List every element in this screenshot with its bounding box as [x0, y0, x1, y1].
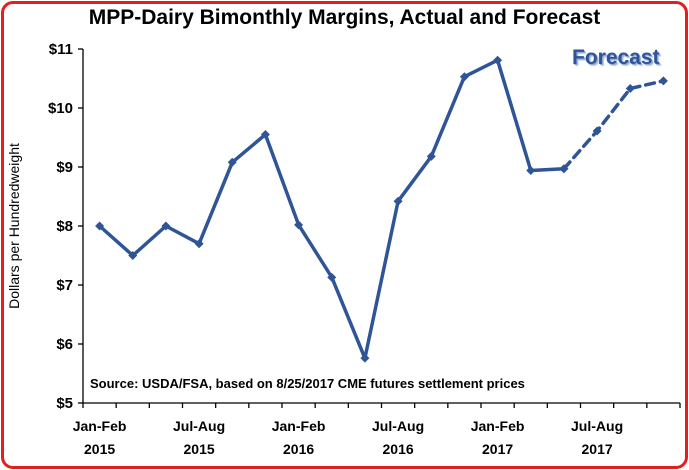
x-tick-label: Jul-Aug	[571, 418, 623, 434]
y-tick-label: $7	[56, 277, 73, 294]
y-tick-label: $10	[48, 100, 73, 117]
data-point-actual	[327, 272, 337, 282]
x-tick-label-year: 2016	[383, 441, 414, 457]
data-point-actual	[426, 151, 436, 161]
y-tick-label: $9	[56, 159, 73, 176]
y-tick-label: $6	[56, 336, 73, 353]
data-point-actual	[260, 130, 270, 140]
data-point-actual	[227, 157, 237, 167]
y-tick-label: $5	[56, 395, 73, 412]
forecast-label: Forecast	[572, 46, 660, 69]
data-point-actual	[526, 166, 536, 176]
data-point-forecast	[658, 76, 668, 86]
data-point-forecast	[559, 164, 569, 174]
series-line-actual	[97, 58, 566, 360]
data-point-actual	[360, 353, 370, 363]
data-point-actual	[393, 196, 403, 206]
data-point-forecast	[592, 126, 602, 136]
x-tick-label: Jul-Aug	[173, 418, 225, 434]
chart-title: MPP-Dairy Bimonthly Margins, Actual and …	[88, 6, 601, 29]
series-line-forecast	[562, 79, 666, 171]
x-tick-label-year: 2017	[482, 441, 513, 457]
data-point-actual	[459, 72, 469, 82]
x-tick-label-year: 2016	[283, 441, 314, 457]
x-tick-label: Jan-Feb	[471, 418, 525, 434]
y-axis-title: Dollars per Hundredweight	[6, 143, 22, 309]
y-tick-label: $8	[56, 218, 73, 235]
data-point-actual	[128, 251, 138, 260]
x-tick-label-year: 2017	[582, 441, 613, 457]
data-point-actual	[95, 221, 105, 231]
data-point-actual	[161, 221, 171, 231]
x-tick-label-year: 2015	[84, 441, 115, 457]
x-tick-label-year: 2015	[184, 441, 215, 457]
data-point-actual	[194, 239, 204, 249]
x-tick-label: Jan-Feb	[272, 418, 326, 434]
x-tick-label: Jan-Feb	[73, 418, 127, 434]
data-point-actual	[294, 220, 304, 230]
x-tick-label: Jul-Aug	[372, 418, 424, 434]
data-point-forecast	[625, 84, 635, 94]
y-tick-label: $11	[49, 41, 73, 58]
data-point-actual	[493, 55, 503, 65]
source-note: Source: USDA/FSA, based on 8/25/2017 CME…	[90, 376, 525, 391]
